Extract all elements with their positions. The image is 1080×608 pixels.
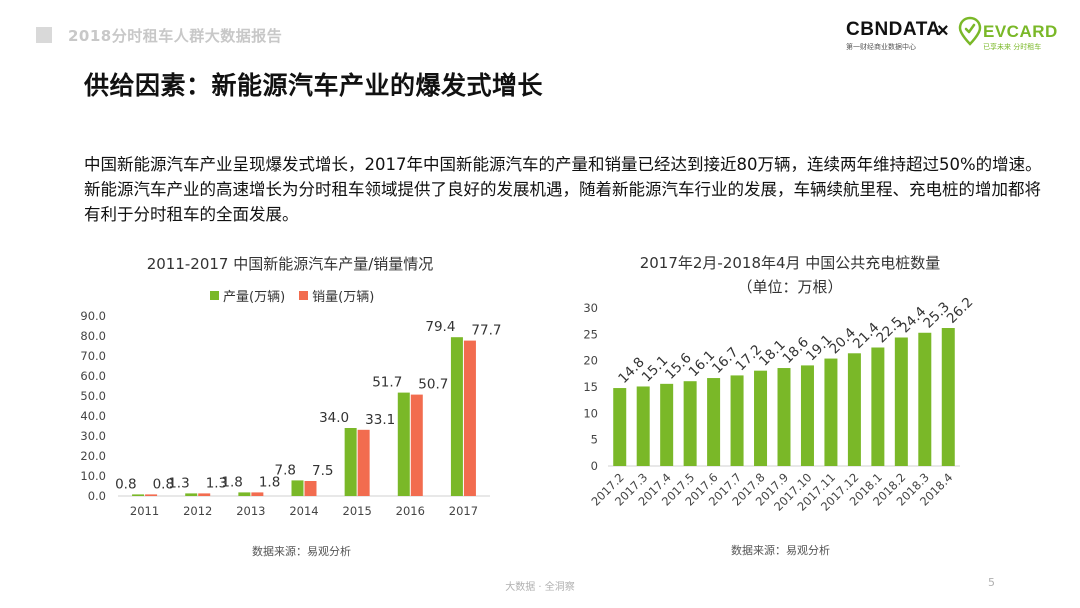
logo-separator: × — [937, 20, 949, 42]
page-number: 5 — [988, 576, 995, 589]
sales-bar — [410, 394, 423, 496]
charging-pile-bar — [847, 353, 861, 466]
y-tick-label: 80.0 — [80, 329, 106, 343]
y-tick-label: 40.0 — [80, 409, 106, 423]
production-sales-source: 数据来源：易观分析 — [252, 545, 351, 558]
production-bar — [397, 392, 410, 496]
production-data-label: 0.8 — [115, 476, 136, 492]
x-category-label: 2013 — [236, 504, 265, 518]
legend-swatch-sales — [299, 291, 309, 300]
evcard-logo-text: EVCARD — [983, 22, 1058, 41]
cbndata-logo-text: CBNDATA — [846, 19, 941, 40]
charging-pile-bar — [871, 347, 885, 466]
charging-pile-data-label: 26.2 — [944, 294, 977, 327]
y-tick-label: 0.0 — [88, 489, 106, 503]
sales-bar — [251, 492, 264, 496]
charging-pile-bar — [730, 375, 744, 466]
x-category-label: 2012 — [183, 504, 212, 518]
production-bar — [185, 493, 198, 496]
production-bar — [291, 480, 304, 496]
header-marker — [36, 27, 52, 43]
x-category-label: 2016 — [396, 504, 425, 518]
evcard-logo-subtitle: 已享未来 分时租车 — [983, 43, 1042, 51]
charging-pile-chart-subtitle: （单位：万根） — [737, 278, 843, 296]
y-tick-label: 20 — [583, 354, 598, 368]
footer-slogan: 大数据 · 全洞察 — [505, 582, 575, 593]
charging-pile-bar — [894, 337, 908, 466]
intro-paragraph: 中国新能源汽车产业呈现爆发式增长，2017年中国新能源汽车的产量和销量已经达到接… — [84, 155, 1042, 224]
x-category-label: 2014 — [289, 504, 318, 518]
sales-bar — [463, 340, 476, 496]
evcard-pin-icon — [958, 16, 982, 46]
charging-pile-bar — [707, 378, 721, 466]
sales-data-label: 7.5 — [312, 463, 333, 479]
sales-data-label: 0.8 — [153, 476, 174, 492]
charging-pile-bar — [918, 332, 932, 466]
charging-pile-source: 数据来源：易观分析 — [731, 544, 830, 557]
sales-data-label: 1.3 — [206, 475, 227, 491]
production-bar — [132, 494, 145, 496]
y-tick-label: 10 — [583, 406, 598, 420]
y-tick-label: 90.0 — [80, 309, 106, 323]
y-tick-label: 30 — [583, 301, 598, 315]
production-sales-chart-title: 2011-2017 中国新能源汽车产量/销量情况 — [146, 255, 434, 273]
y-tick-label: 70.0 — [80, 349, 106, 363]
legend-swatch-production — [210, 291, 219, 300]
charging-pile-bar — [754, 370, 768, 466]
charging-pile-chart-title: 2017年2月-2018年4月 中国公共充电桩数量 — [639, 254, 941, 272]
legend-label-production: 产量(万辆) — [223, 290, 286, 305]
production-data-label: 79.4 — [425, 319, 455, 335]
production-data-label: 34.0 — [319, 410, 349, 426]
cbndata-logo-subtitle: 第一财经商业数据中心 — [846, 43, 916, 51]
sales-bar — [145, 494, 158, 496]
charging-pile-bar — [800, 365, 814, 466]
y-tick-label: 30.0 — [80, 429, 106, 443]
legend-item-production: 产量(万辆) — [210, 286, 285, 305]
charging-pile-bar — [613, 388, 627, 466]
production-bar — [238, 492, 251, 496]
evcard-logo: EVCARD 已享未来 分时租车 — [983, 22, 1058, 52]
slide-title: 供给因素：新能源汽车产业的爆发式增长 — [84, 71, 544, 100]
production-sales-legend: 产量(万辆) 销量(万辆) — [210, 286, 374, 305]
sales-bar — [198, 493, 211, 496]
charging-pile-bar — [660, 383, 674, 466]
y-tick-label: 5 — [591, 433, 598, 447]
charging-pile-bar — [824, 358, 838, 466]
cbndata-logo: CBNDATA 第一财经商业数据中心 — [846, 19, 941, 52]
y-tick-label: 50.0 — [80, 389, 106, 403]
sales-data-label: 77.7 — [471, 323, 501, 339]
y-tick-label: 25 — [583, 327, 598, 341]
production-bar — [450, 337, 463, 496]
charging-pile-bar — [636, 386, 650, 466]
sales-bar — [357, 429, 370, 496]
y-tick-label: 60.0 — [80, 369, 106, 383]
sales-data-label: 1.8 — [259, 474, 280, 490]
legend-label-sales: 销量(万辆) — [312, 290, 375, 305]
x-category-label: 2015 — [343, 504, 372, 518]
x-category-label: 2011 — [130, 504, 159, 518]
legend-item-sales: 销量(万辆) — [299, 286, 374, 305]
report-title: 2018分时租车人群大数据报告 — [68, 27, 283, 45]
charging-pile-bar — [683, 381, 697, 466]
x-category-label: 2017 — [449, 504, 478, 518]
charging-pile-bar — [941, 328, 955, 466]
y-tick-label: 0 — [591, 459, 598, 473]
y-tick-label: 10.0 — [80, 469, 106, 483]
sales-data-label: 50.7 — [418, 377, 448, 393]
sales-bar — [304, 481, 317, 496]
production-data-label: 7.8 — [275, 462, 296, 478]
y-tick-label: 20.0 — [80, 449, 106, 463]
production-data-label: 51.7 — [372, 375, 402, 391]
charging-pile-bar — [777, 368, 791, 466]
production-bar — [344, 428, 357, 496]
production-data-label: 1.3 — [168, 475, 189, 491]
y-tick-label: 15 — [583, 380, 598, 394]
production-data-label: 1.8 — [221, 474, 242, 490]
sales-data-label: 33.1 — [365, 412, 395, 428]
